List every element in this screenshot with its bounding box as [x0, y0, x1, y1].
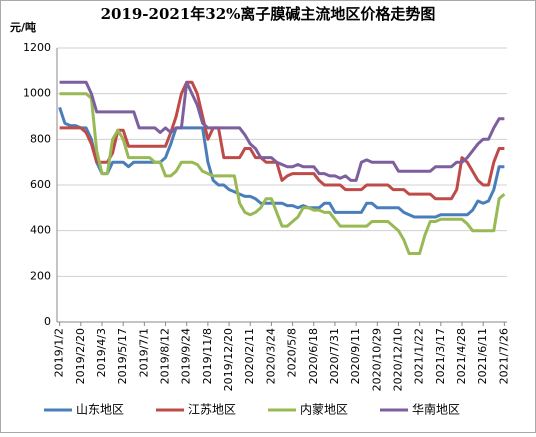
y-tick-label: 400 [30, 224, 51, 237]
series-line [59, 80, 505, 201]
x-tick-label: 2020/5/8 [286, 328, 299, 377]
x-tick-label: 2020/10/29 [370, 328, 383, 391]
legend-label: 华南地区 [412, 402, 460, 417]
x-tick-label: 2019/8/12 [159, 328, 172, 384]
y-axis-label: 元/吨 [10, 20, 36, 34]
x-tick-label: 2020/6/18 [307, 328, 320, 384]
legend-label: 江苏地区 [188, 403, 236, 417]
x-tick-label: 2019/7/1 [137, 328, 150, 377]
x-tick-label: 2020/7/31 [328, 328, 341, 384]
x-tick-label: 2019/12/20 [222, 328, 235, 391]
y-tick-label: 600 [30, 178, 51, 191]
x-tick-label: 2019/4/3 [95, 328, 108, 377]
x-tick-label: 2020/3/24 [264, 328, 277, 384]
y-tick-label: 800 [30, 132, 51, 145]
x-tick-label: 2021/7/26 [497, 328, 510, 384]
y-tick-label: 1200 [23, 41, 51, 54]
y-tick-label: 0 [44, 315, 51, 328]
x-tick-label: 2019/11/8 [201, 328, 214, 384]
series-line [59, 92, 506, 255]
series-line [59, 80, 505, 182]
x-tick-label: 2020/2/11 [243, 328, 256, 384]
x-tick-label: 2020/12/10 [391, 328, 404, 391]
x-tick-label: 2019/9/24 [180, 328, 193, 384]
x-tick-label: 2019/2/20 [74, 328, 87, 384]
chart-title: 2019-2021年32%离子膜碱主流地区价格走势图 [101, 5, 436, 23]
series-line [58, 106, 505, 219]
x-tick-label: 2020/9/11 [349, 328, 362, 384]
x-tick-label: 2021/1/22 [413, 328, 426, 384]
x-tick-label: 2021/4/28 [455, 328, 468, 384]
legend-label: 山东地区 [76, 403, 124, 417]
y-tick-label: 200 [30, 269, 51, 282]
x-tick-label: 2021/3/17 [434, 328, 447, 384]
x-tick-label: 2019/1/2 [53, 328, 66, 377]
legend-label: 内蒙地区 [300, 403, 348, 417]
x-tick-label: 2021/6/11 [476, 328, 489, 384]
y-tick-label: 1000 [23, 87, 51, 100]
x-tick-label: 2019/5/17 [116, 328, 129, 384]
